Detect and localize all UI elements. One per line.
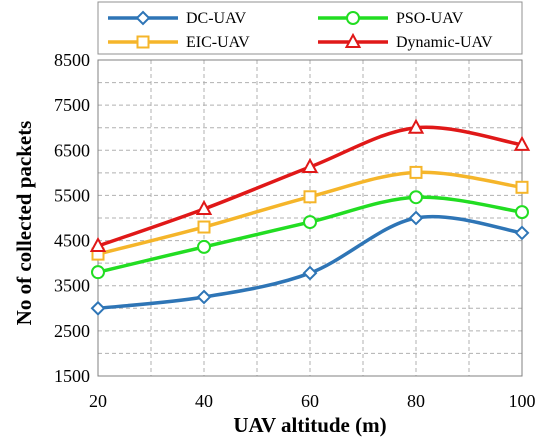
series-dynamic-uav	[89, 118, 531, 252]
y-tick-labels: 1500 2500 3500 4500 5500 6500 7500 8500	[54, 50, 90, 386]
data-point-eic-uav	[197, 220, 211, 234]
y-tick-label: 5500	[54, 185, 90, 205]
data-point-pso-uav	[91, 265, 105, 280]
legend: DC-UAV PSO-UAV EIC-UAV Dynamic-UAV	[97, 1, 523, 55]
data-point-dc-uav	[90, 300, 106, 316]
legend-item-eic-uav: EIC-UAV	[108, 34, 250, 51]
series-group	[89, 118, 531, 316]
data-point-dynamic-uav	[513, 135, 531, 151]
y-tick-label: 6500	[54, 140, 90, 160]
x-axis-label: UAV altitude (m)	[233, 413, 386, 437]
y-axis-label: No of collected packets	[12, 121, 36, 326]
data-point-dc-uav	[302, 265, 318, 281]
x-tick-label: 100	[509, 391, 536, 411]
grid-lines	[98, 60, 522, 376]
y-tick-label: 2500	[54, 321, 90, 341]
legend-marker	[346, 11, 360, 25]
legend-label: EIC-UAV	[186, 34, 250, 51]
x-tick-label: 80	[407, 391, 425, 411]
data-point-pso-uav	[515, 205, 529, 220]
legend-marker	[135, 10, 151, 26]
legend-item-pso-uav: PSO-UAV	[318, 10, 464, 27]
y-tick-label: 3500	[54, 276, 90, 296]
data-point-dynamic-uav	[301, 157, 319, 173]
series-dc-uav	[90, 210, 530, 316]
legend-item-dynamic-uav: Dynamic-UAV	[318, 32, 493, 51]
data-point-eic-uav	[303, 190, 317, 204]
data-point-dynamic-uav	[407, 118, 425, 134]
y-tick-label: 1500	[54, 366, 90, 386]
legend-label: Dynamic-UAV	[396, 34, 493, 51]
series-pso-uav	[91, 190, 529, 280]
data-point-pso-uav	[303, 215, 317, 230]
data-point-pso-uav	[409, 190, 423, 205]
x-tick-label: 20	[89, 391, 107, 411]
legend-label: PSO-UAV	[396, 10, 464, 27]
legend-box	[97, 1, 523, 55]
data-point-dynamic-uav	[195, 199, 213, 215]
y-tick-label: 8500	[54, 50, 90, 70]
data-point-pso-uav	[197, 239, 211, 254]
x-tick-labels: 20 40 60 80 100	[89, 391, 536, 411]
x-tick-label: 40	[195, 391, 213, 411]
data-point-eic-uav	[409, 165, 423, 179]
data-point-dc-uav	[408, 210, 424, 226]
series-eic-uav	[91, 165, 529, 261]
data-point-dynamic-uav	[89, 236, 107, 252]
data-point-dc-uav	[514, 225, 530, 241]
legend-label: DC-UAV	[186, 10, 247, 27]
legend-item-dc-uav: DC-UAV	[108, 10, 247, 27]
data-point-eic-uav	[515, 180, 529, 194]
legend-marker	[344, 32, 362, 48]
legend-marker	[136, 35, 150, 49]
y-tick-label: 7500	[54, 95, 90, 115]
data-point-dc-uav	[196, 289, 212, 305]
series-line-eic-uav	[97, 170, 523, 256]
x-tick-label: 60	[301, 391, 319, 411]
y-tick-label: 4500	[54, 231, 90, 251]
